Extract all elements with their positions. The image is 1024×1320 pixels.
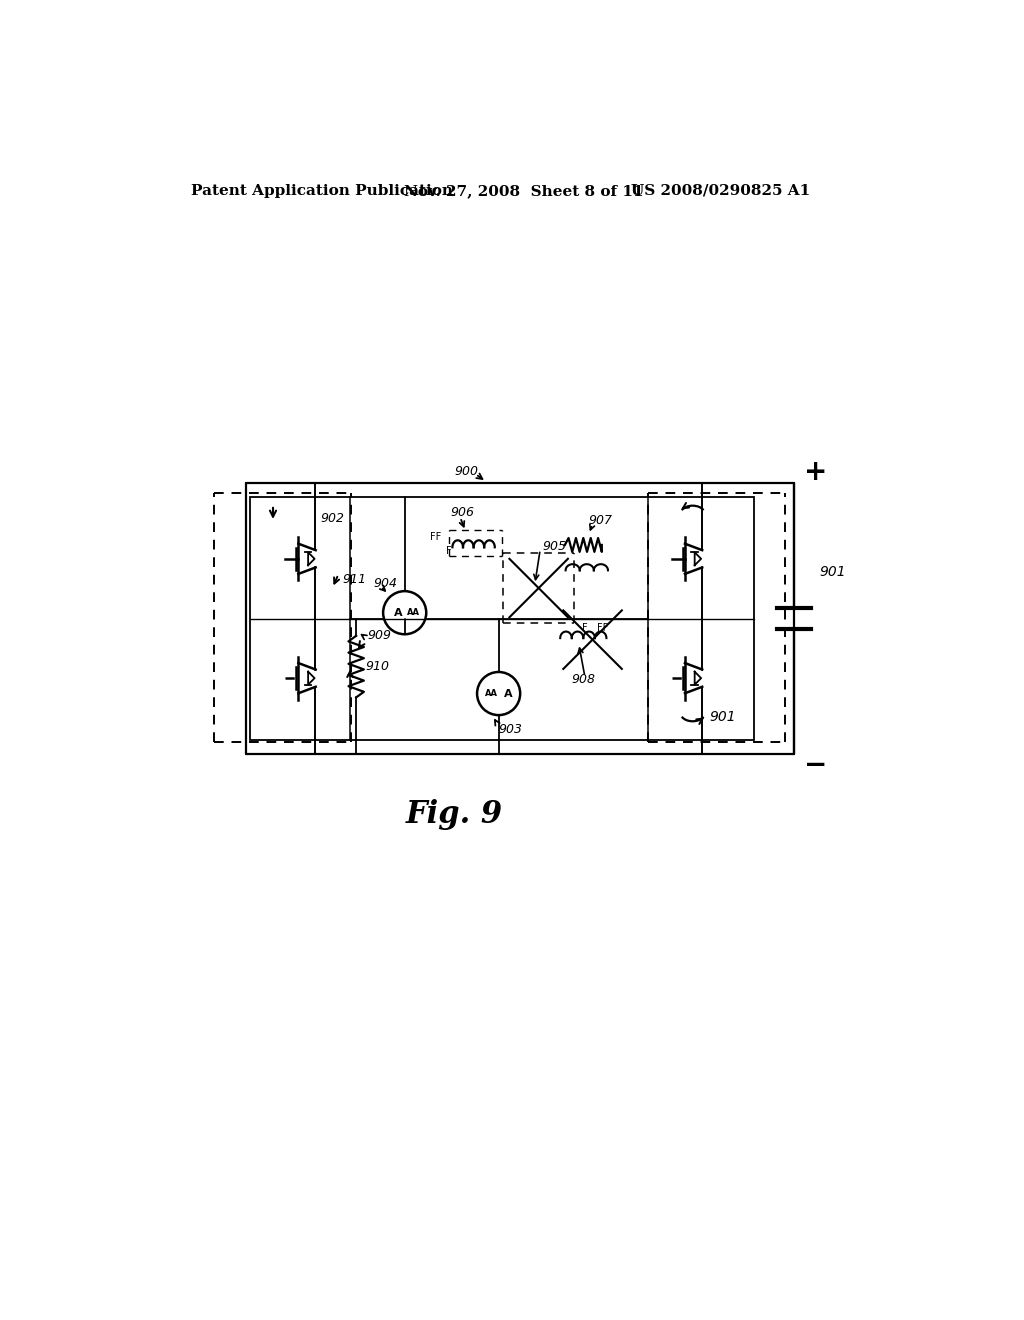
Text: FF: FF bbox=[597, 623, 608, 634]
Text: −: − bbox=[804, 751, 827, 779]
Text: 903: 903 bbox=[499, 723, 522, 737]
Text: 906: 906 bbox=[451, 506, 474, 519]
Text: 904: 904 bbox=[373, 577, 397, 590]
Text: Nov. 27, 2008  Sheet 8 of 11: Nov. 27, 2008 Sheet 8 of 11 bbox=[403, 183, 643, 198]
Text: 911: 911 bbox=[342, 573, 367, 586]
Circle shape bbox=[383, 591, 426, 635]
Text: US 2008/0290825 A1: US 2008/0290825 A1 bbox=[631, 183, 810, 198]
Text: 901: 901 bbox=[819, 565, 846, 579]
Text: AA: AA bbox=[485, 689, 499, 698]
Text: 909: 909 bbox=[368, 630, 392, 643]
Text: FF: FF bbox=[430, 532, 441, 543]
Text: F: F bbox=[445, 546, 452, 556]
Text: 900: 900 bbox=[454, 465, 478, 478]
Text: Fig. 9: Fig. 9 bbox=[406, 799, 503, 830]
Text: F: F bbox=[582, 623, 588, 634]
Text: A: A bbox=[393, 607, 402, 618]
Text: +: + bbox=[804, 458, 827, 486]
Text: Patent Application Publication: Patent Application Publication bbox=[190, 183, 453, 198]
Bar bbox=[250, 498, 755, 739]
Text: 902: 902 bbox=[319, 512, 344, 525]
Text: 905: 905 bbox=[543, 540, 566, 553]
Text: 908: 908 bbox=[571, 673, 595, 686]
Text: 901: 901 bbox=[710, 710, 736, 723]
Circle shape bbox=[477, 672, 520, 715]
Text: A: A bbox=[504, 689, 513, 698]
Text: 907: 907 bbox=[589, 513, 612, 527]
Text: 910: 910 bbox=[366, 660, 389, 673]
Text: AA: AA bbox=[407, 609, 420, 618]
